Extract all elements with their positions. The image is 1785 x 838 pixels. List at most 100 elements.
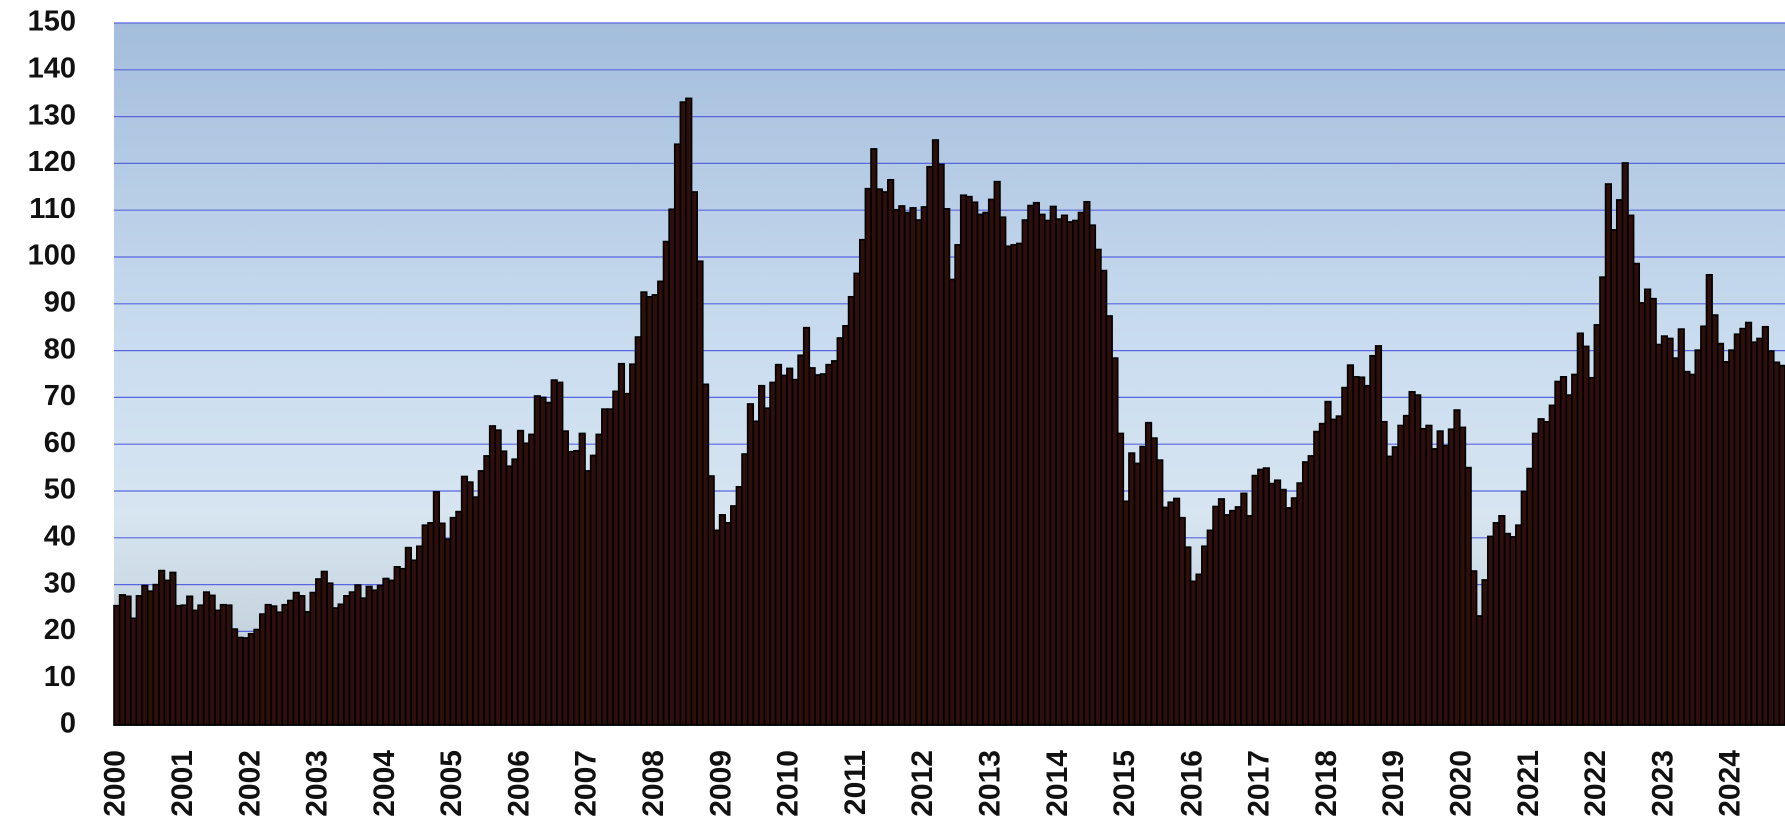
bar [550,379,558,726]
x-tick-label: 2014 [1041,750,1074,817]
bar [1245,515,1254,726]
bar [1223,514,1231,726]
bar [1251,474,1259,726]
bar [287,599,295,726]
x-tick-label: 2003 [301,750,334,817]
bar [472,496,480,726]
bar [1700,325,1708,726]
bar [1397,424,1405,726]
y-tick-label: 0 [60,708,76,740]
bar [214,609,222,726]
bar [539,396,547,726]
bar [668,208,676,726]
bar [965,195,973,726]
bar [1593,324,1601,726]
bar [774,363,783,726]
bar [1638,302,1646,726]
bar [763,407,771,726]
bar [814,374,822,726]
y-tick-label: 70 [44,380,76,412]
bar [141,584,149,726]
bar [1273,479,1282,726]
bar [1307,455,1315,726]
bar [1644,288,1652,726]
bar [230,628,239,726]
bar [578,432,586,726]
y-tick-label: 120 [28,146,76,178]
bar [690,191,698,726]
bar [724,522,732,726]
bar [1436,430,1444,726]
bar [769,381,777,726]
bar [1498,515,1506,726]
bar [1475,615,1484,726]
bar [393,566,401,726]
y-tick-label: 100 [28,240,76,272]
x-tick-label: 2013 [973,750,1006,817]
bar [1335,415,1343,726]
bar [645,295,654,726]
bar [174,604,183,726]
bar [253,628,261,726]
bar [707,475,715,726]
bar [483,455,491,726]
bar [264,603,272,726]
bar [1728,349,1736,726]
bar [786,367,794,726]
bar [898,205,906,726]
bar [1172,497,1181,726]
bar [208,594,216,726]
bar [1711,314,1719,726]
bar [741,453,749,726]
bar [1582,345,1590,726]
bar [186,595,194,726]
bar [528,433,536,726]
bar [875,188,884,726]
bar [432,491,441,726]
bar [315,578,323,726]
bar [870,148,878,726]
bar [1660,335,1669,726]
bar [718,514,727,726]
bar [1285,507,1293,726]
bar [1122,500,1130,726]
bar [881,191,889,726]
bar [477,470,485,726]
bar [1358,376,1366,726]
x-tick-label: 2018 [1310,750,1343,817]
x-tick-label: 2004 [368,750,401,817]
bar [466,481,474,726]
bar [1184,546,1192,726]
bar [1419,427,1427,726]
bar [864,187,872,726]
x-tick-label: 2020 [1444,750,1477,817]
bar [382,577,390,726]
bar [1156,459,1164,726]
bar [354,584,362,726]
bar [1430,448,1439,726]
bar [1055,218,1063,726]
bar [1240,492,1248,726]
bar [931,139,940,726]
bar [1716,342,1725,726]
bar [685,97,693,726]
bar [1027,204,1035,726]
bar [197,604,205,726]
bar [1217,498,1226,726]
bar [1520,490,1528,726]
bar [752,420,760,726]
bar [1346,364,1355,726]
bar [1268,482,1276,726]
bar [1655,343,1663,726]
bar [1386,455,1394,726]
bar [449,516,457,726]
bar [1206,529,1214,726]
bar [1565,394,1573,726]
bar [1599,276,1607,726]
y-tick-label: 110 [29,193,76,225]
bar [225,604,233,726]
bar [281,603,289,726]
bar [943,207,951,726]
bar [1705,273,1713,726]
